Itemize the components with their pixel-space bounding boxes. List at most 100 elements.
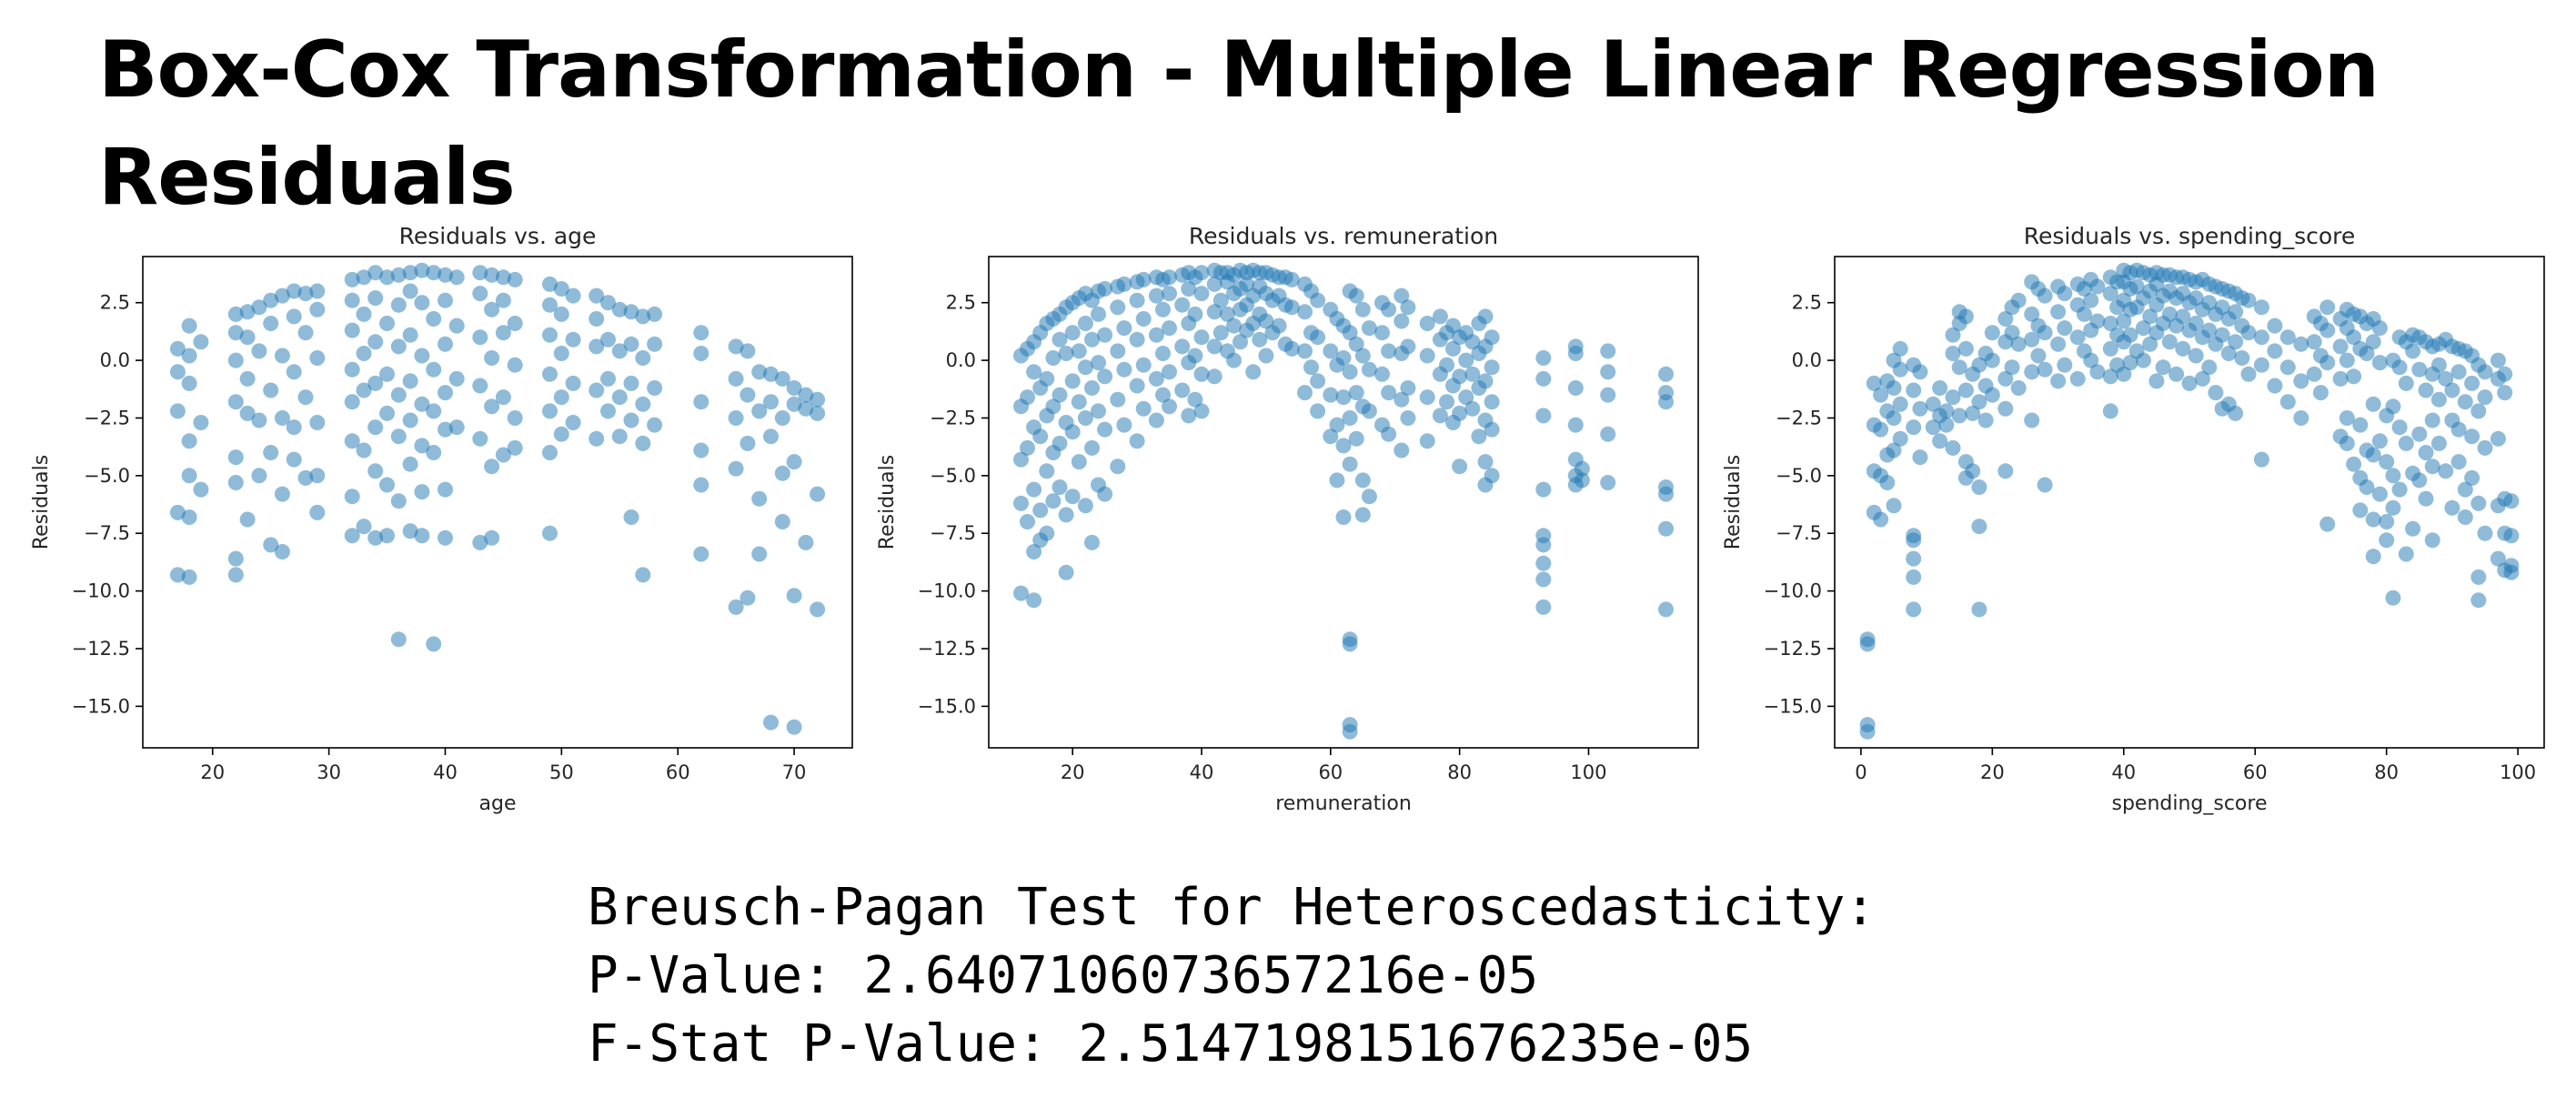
scatter-point <box>426 403 442 419</box>
scatter-point <box>635 308 651 325</box>
y-tick-label: 0.0 <box>946 349 976 371</box>
scatter-point <box>1077 498 1093 514</box>
x-tick-label: 50 <box>549 761 574 783</box>
scatter-point <box>2050 373 2067 389</box>
scatter-point <box>356 442 372 459</box>
scatter-point <box>623 412 639 428</box>
scatter-point <box>1965 463 1981 479</box>
scatter-point <box>1886 410 1902 426</box>
scatter-point <box>495 292 511 308</box>
scatter-point <box>2057 286 2073 302</box>
scatter-point <box>542 327 558 343</box>
scatter-point <box>1155 387 1171 403</box>
scatter-point <box>2332 370 2349 387</box>
scatter-point <box>169 403 186 419</box>
scatter-point <box>1323 343 1339 359</box>
scatter-point <box>2365 334 2381 350</box>
scatter-point <box>2398 546 2414 562</box>
scatter-point <box>367 290 384 307</box>
scatter-point <box>1419 316 1435 331</box>
scatter-point <box>1892 396 1908 412</box>
scatter-point <box>426 445 442 460</box>
scatter-point <box>1535 555 1552 571</box>
scatter-point <box>1174 297 1191 313</box>
scatter-point <box>2024 331 2040 348</box>
scatter-point <box>774 410 790 426</box>
slide-title: Box-Cox Transformation - Multiple Linear… <box>98 25 2380 223</box>
scatter-point <box>1206 368 1223 385</box>
scatter-point <box>1912 364 1928 380</box>
scatter-point <box>1110 391 1126 408</box>
scatter-point <box>1971 479 1987 495</box>
scatter-point <box>1297 304 1313 320</box>
scatter-point <box>227 475 244 490</box>
scatter-point <box>1297 385 1313 401</box>
scatter-point <box>344 322 360 338</box>
scatter-point <box>2371 433 2388 449</box>
plot-frame <box>1834 256 2545 749</box>
x-tick-label: 40 <box>1190 761 1214 783</box>
scatter-point <box>740 590 756 606</box>
scatter-point <box>1110 343 1126 359</box>
scatter-point <box>2312 385 2329 401</box>
scatter-point <box>1439 394 1454 410</box>
scatter-point <box>1484 394 1500 410</box>
scatter-point <box>1658 520 1674 537</box>
scatter-point <box>2490 352 2506 368</box>
scatter-point <box>611 343 628 359</box>
y-tick-label: −7.5 <box>930 522 976 544</box>
scatter-point <box>1342 723 1358 740</box>
scatter-point <box>2371 320 2388 337</box>
scatter-point <box>2365 447 2381 463</box>
charts-row: Residuals vs. age 20 30 40 50 60 70 2.5 0.0 −2.5 −… <box>0 211 2576 830</box>
scatter-point <box>2490 430 2506 447</box>
scatter-point <box>1951 408 1967 424</box>
scatter-point <box>1039 525 1055 541</box>
scatter-point <box>1984 352 2000 368</box>
scatter-point <box>379 405 395 421</box>
scatter-point <box>1174 382 1191 398</box>
scatter-point <box>1977 412 1994 428</box>
scatter-point <box>1925 419 1941 436</box>
y-tick-label: −2.5 <box>930 407 976 428</box>
y-tick-label: 0.0 <box>1792 349 1822 371</box>
scatter-point <box>356 519 372 535</box>
scatter-point <box>414 396 430 412</box>
scatter-point <box>1193 403 1210 419</box>
y-tick-label: 2.5 <box>100 292 130 314</box>
scatter-point <box>2188 348 2204 364</box>
scatter-point <box>1419 433 1435 449</box>
scatter-point <box>274 486 290 502</box>
scatter-point <box>1162 269 1177 286</box>
scatter-point <box>1129 331 1145 348</box>
scatter-point <box>740 343 756 359</box>
scatter-point <box>1445 340 1461 357</box>
scatter-points <box>1013 262 1674 740</box>
scatter-point <box>2240 325 2257 341</box>
y-tick-label: −5.0 <box>1776 465 1822 487</box>
scatter-point <box>1084 380 1100 396</box>
scatter-point <box>414 262 430 278</box>
scatter-point <box>1892 361 1908 378</box>
scatter-point <box>379 366 395 382</box>
scatter-point <box>1162 364 1177 380</box>
scatter-point <box>1445 318 1461 334</box>
scatter-point <box>344 433 360 449</box>
scatter-point <box>2332 338 2349 355</box>
scatter-point <box>647 306 663 322</box>
scatter-point <box>1906 532 1922 549</box>
scatter-point <box>740 387 756 403</box>
scatter-point <box>344 361 360 378</box>
y-tick-label: −15.0 <box>72 695 130 717</box>
scatter-point <box>1535 481 1552 498</box>
x-tick-label: 40 <box>433 761 458 783</box>
scatter-point <box>1535 599 1552 615</box>
scatter-point <box>2188 290 2204 307</box>
scatter-point <box>356 346 372 361</box>
scatter-point <box>2037 287 2053 304</box>
scatter-point <box>472 378 488 394</box>
scatter-point <box>2430 435 2447 451</box>
scatter-point <box>2306 366 2322 382</box>
x-tick-label: 20 <box>1061 761 1085 783</box>
scatter-point <box>1077 359 1093 376</box>
